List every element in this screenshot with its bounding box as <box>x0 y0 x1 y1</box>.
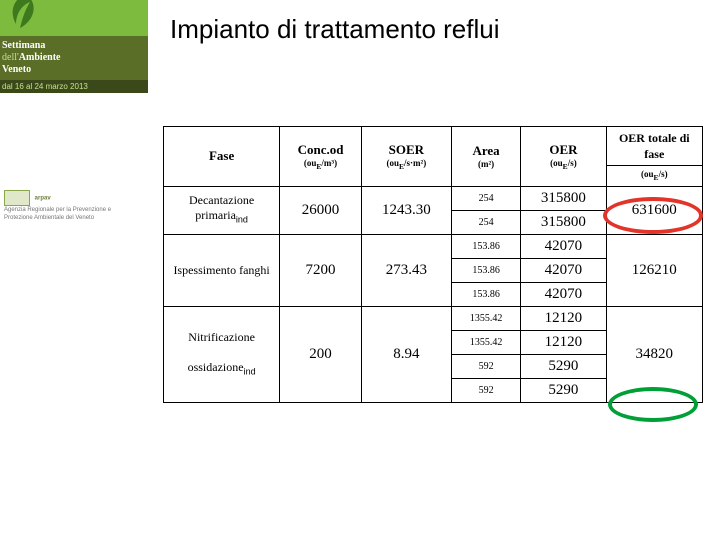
oer-value: 5290 <box>521 354 606 378</box>
oer-value: 12120 <box>521 330 606 354</box>
agency-icon <box>4 190 30 206</box>
area-value: 153.86 <box>451 234 520 258</box>
table-header: Area(m²) <box>451 127 520 187</box>
phase-name: Decantazione primariaind <box>164 186 280 234</box>
event-line3: Veneto <box>2 64 142 76</box>
table-header: SOER(ouE/s·m²) <box>361 127 451 187</box>
soer-value: 1243.30 <box>361 186 451 234</box>
oer-value: 42070 <box>521 282 606 306</box>
phase-name: Ispessimento fanghi <box>164 234 280 306</box>
event-date: dal 16 al 24 marzo 2013 <box>0 80 148 93</box>
table-header: OER totale di fase <box>606 127 702 166</box>
oer-value: 42070 <box>521 234 606 258</box>
event-line2: dell'Ambiente <box>2 52 142 64</box>
slide-title: Impianto di trattamento reflui <box>170 14 500 45</box>
event-title: Settimana dell'Ambiente Veneto <box>0 36 148 80</box>
oer-total-value: 126210 <box>606 234 702 306</box>
area-value: 153.86 <box>451 282 520 306</box>
table-header: Conc.od(ouE/m³) <box>280 127 362 187</box>
oer-total-value: 34820 <box>606 306 702 402</box>
area-value: 592 <box>451 378 520 402</box>
oer-total-value: 631600 <box>606 186 702 234</box>
oer-value: 12120 <box>521 306 606 330</box>
oer-value: 42070 <box>521 258 606 282</box>
phase-name: Nitrificazioneossidazioneind <box>164 306 280 402</box>
agency-label: arpav Agenzia Regionale per la Prevenzio… <box>4 190 140 222</box>
area-value: 1355.42 <box>451 306 520 330</box>
area-value: 254 <box>451 186 520 210</box>
oer-value: 5290 <box>521 378 606 402</box>
data-table-wrap: FaseConc.od(ouE/m³)SOER(ouE/s·m²)Area(m²… <box>163 126 703 403</box>
table-header: OER(ouE/s) <box>521 127 606 187</box>
data-table: FaseConc.od(ouE/m³)SOER(ouE/s·m²)Area(m²… <box>163 126 703 403</box>
soer-value: 273.43 <box>361 234 451 306</box>
logo-bar <box>0 0 148 36</box>
oer-value: 315800 <box>521 186 606 210</box>
event-line1: Settimana <box>2 40 142 52</box>
conc-value: 7200 <box>280 234 362 306</box>
area-value: 1355.42 <box>451 330 520 354</box>
area-value: 592 <box>451 354 520 378</box>
sidebar: Settimana dell'Ambiente Veneto dal 16 al… <box>0 0 152 540</box>
soer-value: 8.94 <box>361 306 451 402</box>
table-header-unit: (ouE/s) <box>606 166 702 187</box>
table-header: Fase <box>164 127 280 187</box>
conc-value: 26000 <box>280 186 362 234</box>
area-value: 153.86 <box>451 258 520 282</box>
leaf-icon <box>2 0 42 32</box>
oer-value: 315800 <box>521 210 606 234</box>
conc-value: 200 <box>280 306 362 402</box>
area-value: 254 <box>451 210 520 234</box>
